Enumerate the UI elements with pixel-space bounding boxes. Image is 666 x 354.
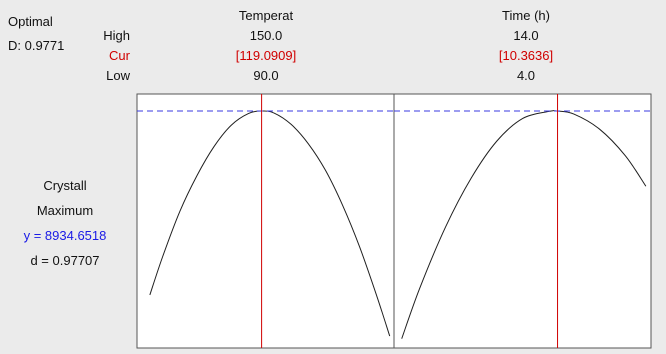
response-y-value: y = 8934.6518 <box>23 228 107 243</box>
plot-panel-time <box>393 93 652 349</box>
response-d-value: d = 0.97707 <box>30 253 100 268</box>
plot-panel-temperature <box>136 93 395 349</box>
factor-name-temperature: Temperat <box>238 8 294 23</box>
factor-high-time: 14.0 <box>513 28 539 43</box>
factor-low-time: 4.0 <box>516 68 536 83</box>
factor-name-time: Time (h) <box>502 8 550 23</box>
response-curve-time <box>401 110 647 339</box>
optimal-d-value: D: 0.9771 <box>8 38 65 53</box>
factor-cur-time: [10.3636] <box>498 48 554 63</box>
response-goal: Maximum <box>36 203 94 218</box>
low-row-label: Low <box>106 68 130 83</box>
optimal-label: Optimal <box>8 14 53 29</box>
cur-row-label: Cur <box>109 48 130 63</box>
factor-cur-temperature: [119.0909] <box>235 48 297 63</box>
response-name: Crystall <box>43 178 87 193</box>
high-row-label: High <box>103 28 130 43</box>
factor-high-temperature: 150.0 <box>249 28 283 43</box>
factor-low-temperature: 90.0 <box>253 68 279 83</box>
plot-panels <box>136 93 652 349</box>
